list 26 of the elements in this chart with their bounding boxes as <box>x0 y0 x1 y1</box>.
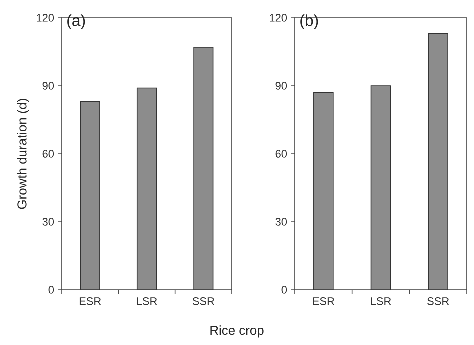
y-tick-label: 120 <box>37 14 54 22</box>
chart-title: (b) <box>300 14 318 30</box>
y-tick-label: 120 <box>270 14 288 22</box>
bar <box>428 33 448 290</box>
y-tick-label: 60 <box>276 150 288 158</box>
chart-title: (a) <box>68 14 86 30</box>
bar <box>194 47 214 290</box>
x-axis-title: Rice crop <box>210 326 264 338</box>
x-tick-label: ESR <box>80 298 102 306</box>
x-tick-label: SSR <box>428 298 450 306</box>
x-tick-label: LSR <box>137 298 158 306</box>
bar <box>80 101 100 290</box>
x-tick-label: ESR <box>313 298 334 306</box>
y-tick-label: 30 <box>276 218 288 226</box>
x-tick-label: LSR <box>371 298 392 306</box>
y-tick-label: 90 <box>276 82 288 90</box>
y-tick-label: 0 <box>48 286 54 294</box>
x-tick-label: SSR <box>192 298 214 306</box>
bar <box>136 88 158 290</box>
bar <box>370 86 392 290</box>
y-tick-label: 0 <box>282 286 288 294</box>
y-tick-label: 60 <box>42 150 54 158</box>
y-tick-label: 90 <box>42 82 54 90</box>
bar <box>314 92 334 290</box>
y-tick-label: 30 <box>42 218 54 226</box>
y-axis-title: Growth duration (d) <box>17 99 30 210</box>
